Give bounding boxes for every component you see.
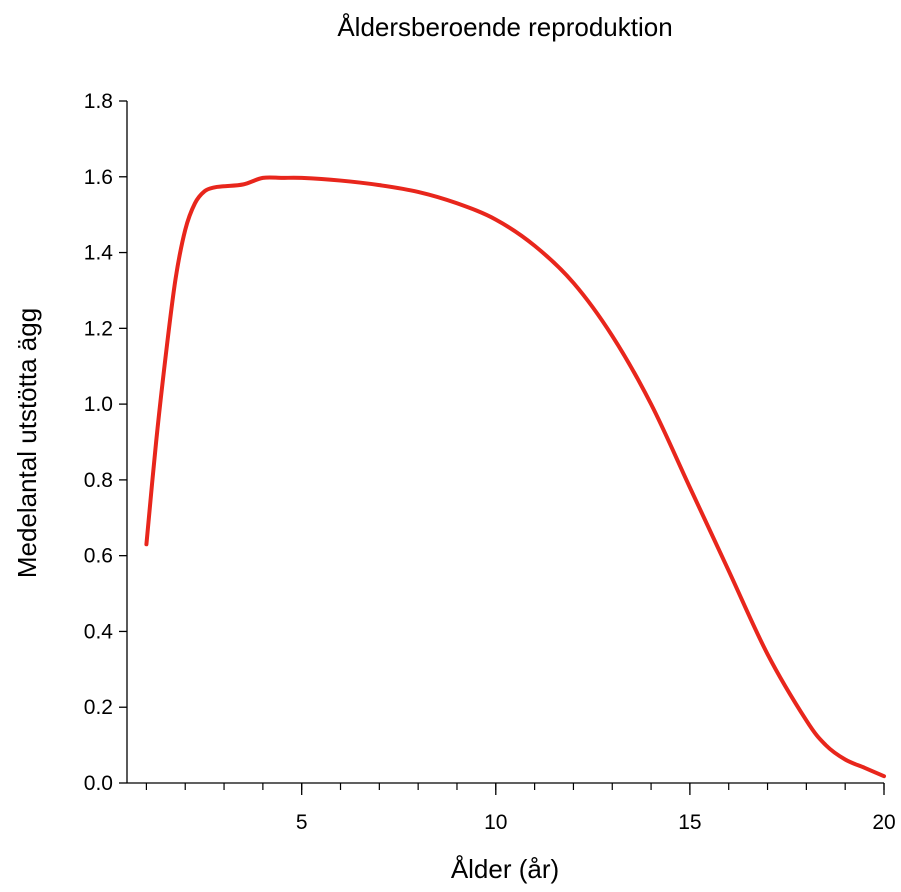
- y-tick-label: 1.2: [84, 317, 113, 340]
- y-tick-label: 0.6: [84, 545, 113, 568]
- y-tick-label: 1.8: [84, 90, 113, 113]
- x-axis: 5 10 15 20: [127, 782, 896, 834]
- y-tick-label: 0.4: [84, 620, 114, 643]
- x-tick-label: 10: [484, 811, 507, 834]
- plot-area: [144, 175, 886, 779]
- series-line: [144, 175, 886, 779]
- y-axis-label: Medelantal utstötta ägg: [12, 308, 42, 578]
- y-axis: 0.0 0.2 0.4 0.6 0.8 1.0 1.2 1.4 1.6 1.8: [84, 90, 128, 795]
- y-tick-label: 1.0: [84, 393, 113, 416]
- chart-title: Åldersberoende reproduktion: [337, 12, 672, 42]
- x-tick-label: 5: [296, 811, 308, 834]
- x-tick-label: 15: [678, 811, 701, 834]
- y-tick-label: 1.6: [84, 166, 113, 189]
- y-tick-label: 1.4: [84, 242, 114, 265]
- x-axis-label: Ålder (år): [451, 854, 559, 884]
- y-tick-label: 0.8: [84, 469, 113, 492]
- y-tick-label: 0.2: [84, 696, 113, 719]
- x-tick-label: 20: [872, 811, 895, 834]
- y-tick-label: 0.0: [84, 772, 113, 795]
